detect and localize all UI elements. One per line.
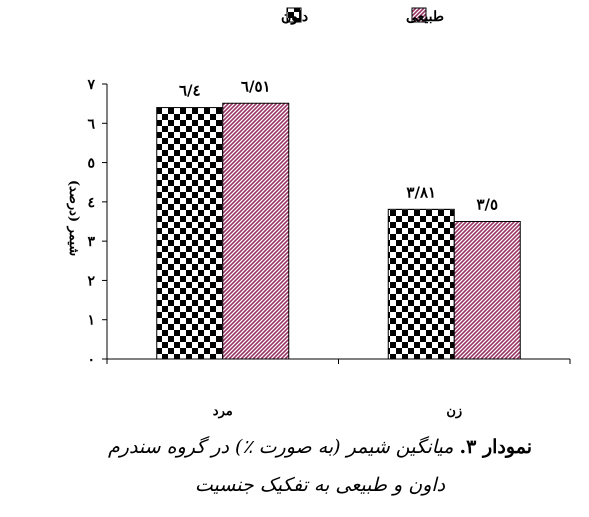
bars <box>156 102 521 360</box>
data-label: ٣/٥ <box>476 196 498 214</box>
legend: طبیعی داون <box>281 7 444 25</box>
y-tick-label: ١ <box>87 313 95 329</box>
bar <box>387 208 455 360</box>
category-labels: مرد زن <box>213 404 462 419</box>
data-label: ٦/٥١ <box>241 77 271 95</box>
y-tick-label: ٢ <box>87 273 95 289</box>
y-tick-label: ٧ <box>86 77 95 93</box>
y-tick-label: ٠ <box>87 352 95 368</box>
y-ticks: ٠ ١ ٢ ٣ ٤ ٥ ٦ ٧ <box>86 77 107 368</box>
bar <box>453 221 521 360</box>
figure-caption: نمودار ٣. میانگین شیمر (به صورت ٪) در گر… <box>90 428 550 504</box>
y-axis-title: شیمر (درصد) <box>66 180 81 256</box>
legend-label-normal: طبیعی <box>406 9 444 25</box>
bar <box>156 107 224 360</box>
y-tick-label: ٦ <box>87 116 95 132</box>
legend-swatch-normal <box>411 7 427 23</box>
data-labels: ٦/٤ ٦/٥١ ٣/٨١ ٣/٥ <box>179 77 498 213</box>
y-tick-label: ٤ <box>87 195 95 211</box>
caption-lead: نمودار ٣. <box>459 436 532 458</box>
caption-body: میانگین شیمر (به صورت ٪) در گروه سندرم د… <box>108 436 454 496</box>
legend-item-normal: طبیعی <box>406 7 444 25</box>
y-tick-label: ٥ <box>87 156 95 172</box>
category-label: مرد <box>213 404 233 419</box>
legend-swatch-down <box>286 7 302 23</box>
y-tick-label: ٣ <box>87 234 95 250</box>
data-label: ٣/٨١ <box>406 183 436 201</box>
legend-label-down: داون <box>281 9 308 25</box>
bar <box>222 102 290 360</box>
category-label: زن <box>446 404 462 419</box>
legend-item-down: داون <box>281 7 308 25</box>
data-label: ٦/٤ <box>179 82 201 100</box>
